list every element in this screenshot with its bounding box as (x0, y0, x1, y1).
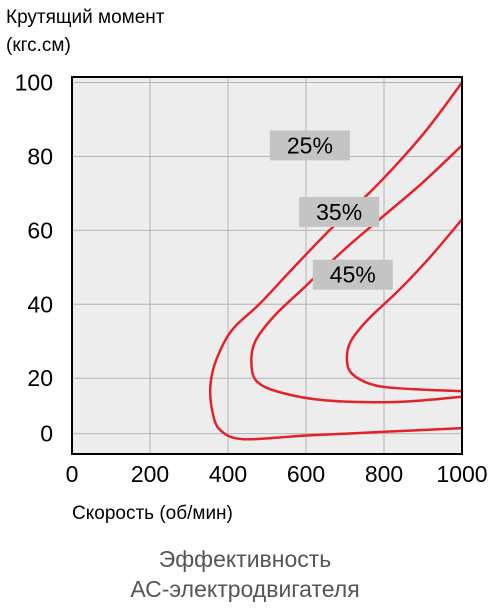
series-label-45-percent: 45% (312, 259, 393, 290)
curve-25-percent (208, 81, 464, 441)
series-label-25-percent: 25% (269, 130, 350, 161)
curves (208, 81, 464, 441)
curve-35-percent (250, 144, 464, 404)
y-tick-label: 80 (27, 143, 53, 169)
y-tick-label: 100 (15, 70, 53, 96)
x-tick-label: 1000 (436, 461, 487, 487)
series-label-35-percent: 35% (299, 196, 380, 227)
caption-line2: АС-электродвигателя (130, 576, 360, 602)
caption-line1: Эффективность (158, 546, 332, 572)
x-tick-label: 200 (131, 461, 169, 487)
y-tick-label: 0 (40, 421, 53, 447)
y-tick-label: 40 (27, 291, 53, 317)
series-label-text: 35% (316, 199, 362, 225)
y-tick-labels: 100 80 60 40 20 0 (15, 70, 53, 447)
x-tick-labels: 0 200 400 600 800 1000 (66, 461, 488, 487)
series-label-text: 45% (330, 262, 376, 288)
y-tick-label: 60 (27, 217, 53, 243)
series-label-box (312, 259, 393, 290)
x-tick-label: 600 (287, 461, 325, 487)
y-tick-label: 20 (27, 365, 53, 391)
series-label-text: 25% (287, 132, 333, 158)
curve-45-percent (345, 218, 464, 393)
series-label-box (269, 130, 350, 161)
chart-caption: Эффективность АС-электродвигателя (0, 544, 490, 604)
plot-area (72, 77, 462, 454)
x-tick-label: 400 (209, 461, 247, 487)
y-axis-label: Крутящий момент (кгс.см) (6, 4, 165, 60)
series-label-box (299, 196, 380, 227)
x-axis-label: Скорость (об/мин) (72, 503, 233, 524)
y-axis-label-line1: Крутящий момент (6, 7, 165, 28)
x-tick-label: 0 (66, 461, 79, 487)
plot-frame (71, 76, 463, 455)
y-axis-label-line2: (кгс.см) (6, 35, 71, 56)
x-tick-label: 800 (365, 461, 403, 487)
series-labels: 25% 35% 45% (269, 130, 393, 290)
